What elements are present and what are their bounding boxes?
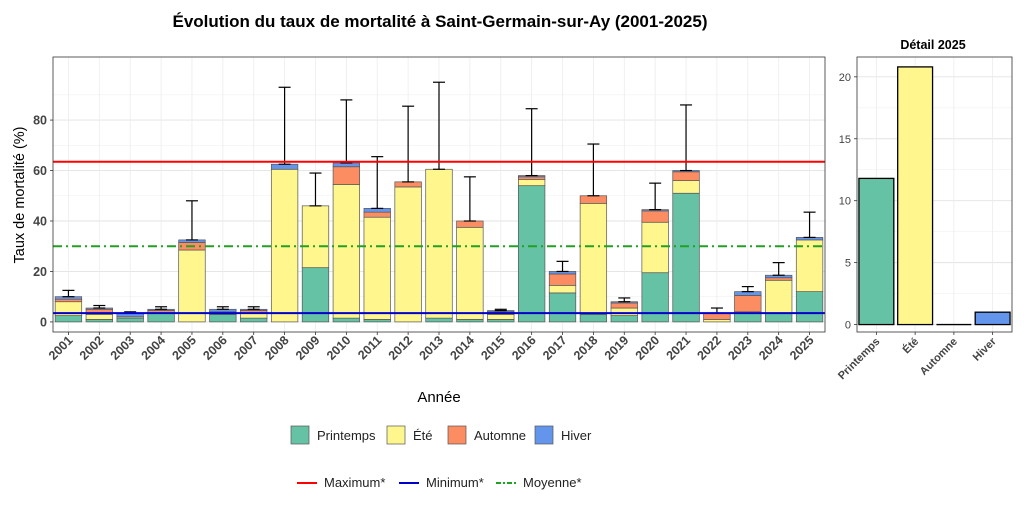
y-tick-label: 40 bbox=[33, 214, 47, 228]
bar-segment bbox=[610, 315, 638, 323]
detail-bar bbox=[858, 177, 895, 326]
chart-title: Évolution du taux de mortalité à Saint-G… bbox=[172, 12, 707, 31]
bar-segment bbox=[734, 312, 762, 323]
legend-seasons: Printemps Été Automne Hiver bbox=[290, 425, 592, 445]
bar-segment bbox=[548, 284, 577, 294]
legend-label: Automne bbox=[474, 428, 526, 443]
legend-swatch bbox=[534, 425, 554, 445]
legend-label: Été bbox=[413, 428, 433, 443]
bar-segment bbox=[85, 313, 113, 320]
detail-plot-frame bbox=[856, 56, 1013, 333]
main-bars bbox=[54, 162, 824, 323]
bar-segment bbox=[394, 181, 422, 188]
bar-segment bbox=[456, 226, 484, 320]
y-axis-label: Taux de mortalité (%) bbox=[12, 127, 28, 264]
bar-segment bbox=[795, 239, 824, 292]
bar-segment bbox=[270, 163, 299, 170]
bar-segment bbox=[178, 249, 206, 323]
bar-segment bbox=[548, 292, 577, 323]
bar-segment bbox=[579, 313, 608, 323]
bar-segment bbox=[672, 192, 700, 323]
bar-segment bbox=[240, 317, 268, 323]
y-tick-label: 0 bbox=[845, 320, 851, 332]
bar-segment bbox=[518, 176, 546, 180]
bar-segment bbox=[456, 220, 484, 228]
y-tick-label: 5 bbox=[845, 258, 851, 270]
bar-segment bbox=[85, 319, 113, 323]
y-tick-label: 80 bbox=[33, 114, 47, 128]
bar-segment bbox=[518, 185, 546, 323]
bar-segment bbox=[672, 180, 700, 194]
detail-y-ticks: 0 5 10 15 20 bbox=[839, 72, 857, 332]
bar-segment bbox=[641, 272, 669, 323]
bar-segment bbox=[487, 313, 515, 320]
bar-segment bbox=[147, 312, 175, 323]
bar-segment bbox=[425, 168, 453, 319]
bar-segment bbox=[765, 312, 793, 323]
bar-segment bbox=[54, 315, 83, 323]
legend-swatch bbox=[447, 425, 467, 445]
bar-segment bbox=[548, 273, 577, 286]
y-tick-label: 0 bbox=[40, 315, 47, 329]
bar-segment bbox=[425, 317, 453, 323]
detail-bar bbox=[897, 66, 934, 326]
bar-segment bbox=[765, 279, 793, 314]
bar-segment bbox=[54, 298, 83, 303]
main-y-ticks: 0 20 40 60 80 bbox=[33, 114, 53, 329]
legend-label: Hiver bbox=[561, 428, 592, 443]
bar-segment bbox=[363, 211, 391, 218]
y-tick-label: 60 bbox=[33, 164, 47, 178]
y-tick-label: 20 bbox=[839, 72, 851, 84]
legend-label: Maximum* bbox=[324, 475, 385, 490]
legend-label: Printemps bbox=[317, 428, 376, 443]
main-plot-frame bbox=[52, 56, 826, 333]
bar-segment bbox=[641, 221, 669, 274]
bar-segment bbox=[332, 317, 360, 323]
main-error-bars bbox=[62, 81, 816, 314]
legend-swatch bbox=[386, 425, 406, 445]
bar-segment bbox=[765, 277, 793, 281]
bar-segment bbox=[734, 295, 762, 313]
bar-segment bbox=[579, 195, 608, 204]
bar-segment bbox=[518, 179, 546, 187]
bar-segment bbox=[641, 210, 669, 223]
legend-swatch bbox=[290, 425, 310, 445]
bar-segment bbox=[301, 205, 330, 269]
detail-bars bbox=[858, 66, 1011, 326]
detail-bar bbox=[974, 311, 1011, 326]
bar-segment bbox=[795, 291, 824, 323]
bar-segment bbox=[610, 302, 638, 309]
bar-segment bbox=[332, 184, 360, 319]
x-axis-label: Année bbox=[417, 389, 460, 406]
legend-label: Moyenne* bbox=[523, 475, 582, 490]
detail-chart-title: Détail 2025 bbox=[900, 38, 965, 52]
bar-segment bbox=[394, 186, 422, 323]
bar-segment bbox=[610, 307, 638, 316]
reference-lines bbox=[53, 160, 825, 315]
y-tick-label: 10 bbox=[839, 196, 851, 208]
bar-segment bbox=[487, 319, 515, 323]
bar-segment bbox=[363, 216, 391, 320]
bar-segment bbox=[703, 319, 731, 323]
legend-label: Minimum* bbox=[426, 475, 484, 490]
bar-segment bbox=[579, 202, 608, 315]
y-tick-label: 20 bbox=[33, 265, 47, 279]
bar-segment bbox=[116, 317, 144, 323]
bar-segment bbox=[209, 313, 237, 323]
bar-segment bbox=[672, 171, 700, 181]
bar-segment bbox=[456, 319, 484, 323]
legend-reference-lines: Maximum* Minimum* Moyenne* bbox=[297, 475, 582, 490]
bar-segment bbox=[363, 319, 391, 323]
bar-segment bbox=[332, 166, 360, 185]
y-tick-label: 15 bbox=[839, 134, 851, 146]
